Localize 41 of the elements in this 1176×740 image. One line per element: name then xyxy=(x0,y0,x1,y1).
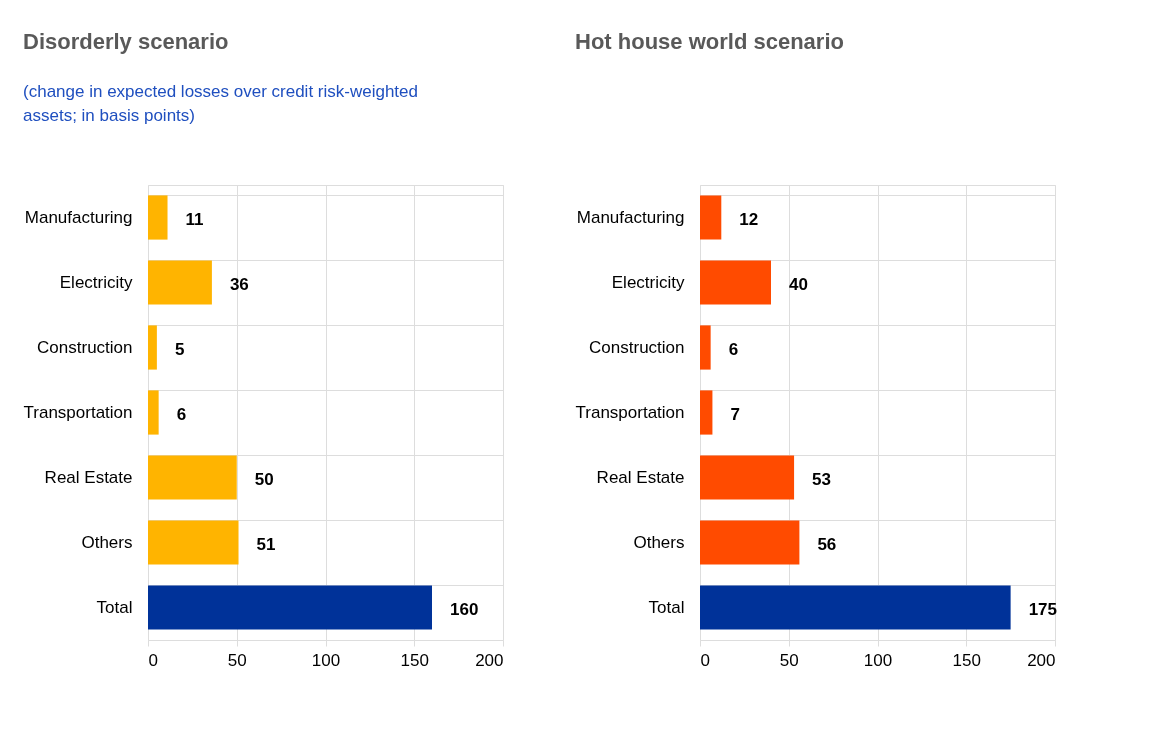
x-tick-label: 150 xyxy=(952,650,981,670)
data-label: 11 xyxy=(185,209,204,229)
x-tick-label: 200 xyxy=(1027,650,1056,670)
data-label: 50 xyxy=(254,469,274,489)
data-label: 5 xyxy=(174,339,185,359)
y-tick-label: Construction xyxy=(37,337,133,357)
chart-subtitle: (change in expected losses over credit risk-weighted assets; in basis points) xyxy=(23,82,418,125)
y-tick-label: Transportation xyxy=(575,402,685,422)
x-tick-label: 50 xyxy=(779,650,799,670)
data-label: 6 xyxy=(176,404,187,424)
x-tick-label: 200 xyxy=(475,650,504,670)
y-tick-label: Transportation xyxy=(23,402,133,422)
y-tick-label: Real Estate xyxy=(596,467,685,487)
x-tick-label: 0 xyxy=(700,650,710,670)
data-label: 53 xyxy=(812,469,831,489)
y-tick-label: Others xyxy=(633,532,685,552)
chart-title: Hot house world scenario xyxy=(575,29,844,54)
data-label: 56 xyxy=(817,534,837,554)
y-tick-label: Electricity xyxy=(611,272,685,292)
data-label: 160 xyxy=(450,599,479,619)
data-label: 7 xyxy=(730,404,740,424)
y-tick-label: Electricity xyxy=(59,272,133,292)
x-tick-label: 150 xyxy=(400,650,429,670)
y-tick-label: Manufacturing xyxy=(24,207,133,227)
x-tick-label: 100 xyxy=(863,650,893,670)
data-label: 12 xyxy=(739,209,759,229)
y-tick-label: Total xyxy=(648,597,685,617)
data-label: 51 xyxy=(256,534,276,554)
chart-title: Disorderly scenario xyxy=(23,29,229,54)
x-tick-label: 100 xyxy=(311,650,341,670)
data-label: 40 xyxy=(789,274,808,294)
data-label: 36 xyxy=(229,274,249,294)
y-tick-label: Total xyxy=(96,597,133,617)
y-tick-label: Construction xyxy=(589,337,685,357)
data-label: 6 xyxy=(728,339,739,359)
data-label: 175 xyxy=(1028,599,1057,619)
x-tick-label: 0 xyxy=(148,650,158,670)
y-tick-label: Manufacturing xyxy=(576,207,685,227)
x-tick-label: 50 xyxy=(227,650,247,670)
y-tick-label: Others xyxy=(81,532,133,552)
y-tick-label: Real Estate xyxy=(44,467,133,487)
